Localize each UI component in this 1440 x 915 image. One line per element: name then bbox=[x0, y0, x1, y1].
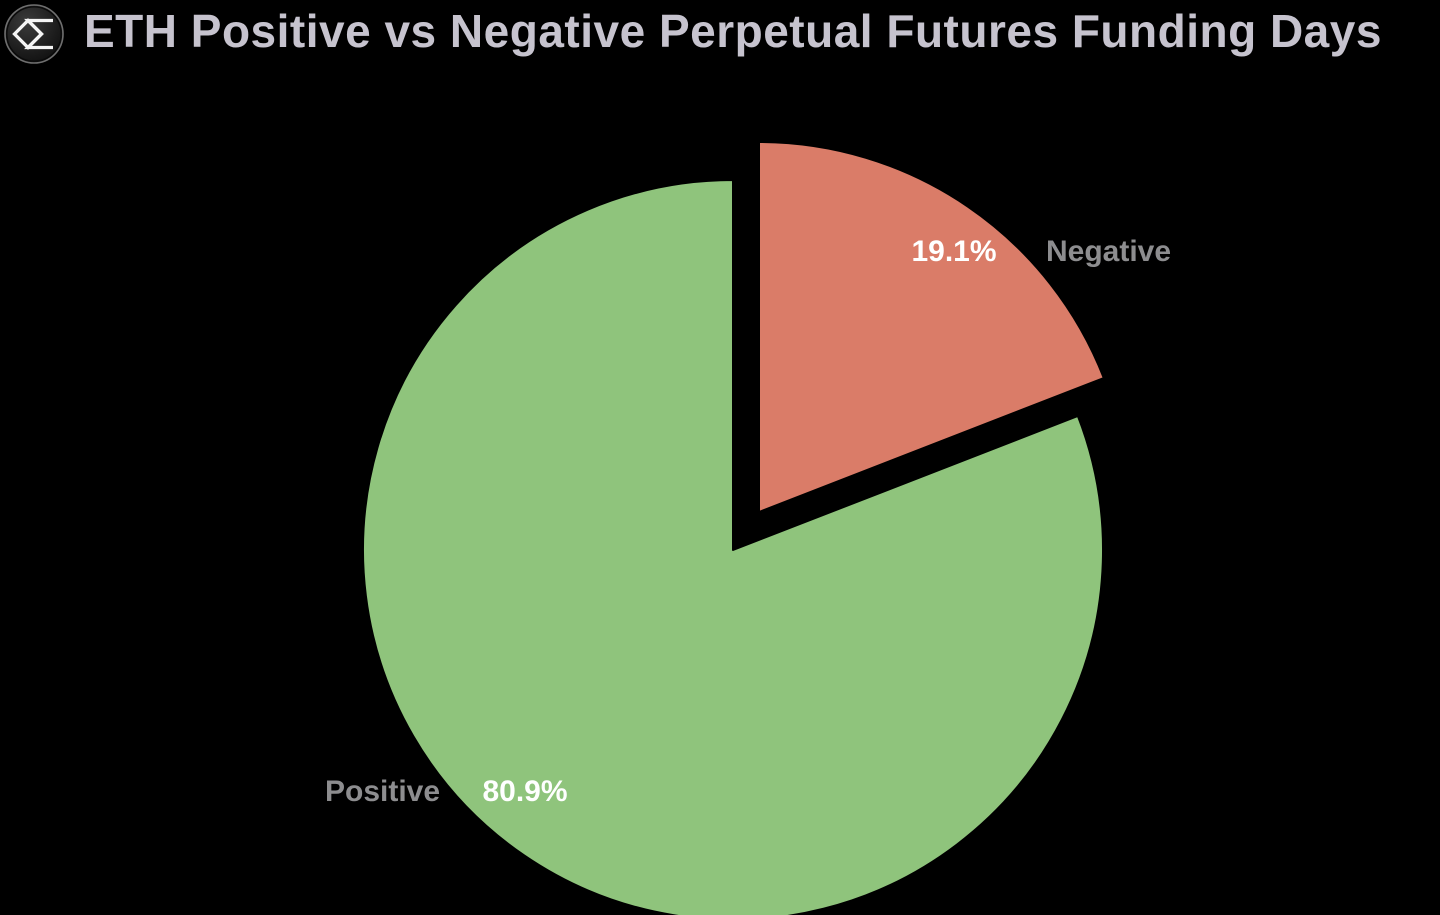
pie-slice-positive[interactable] bbox=[362, 179, 1104, 915]
sigma-logo-icon bbox=[4, 4, 64, 64]
pie-slices bbox=[362, 141, 1105, 915]
chart-header: ETH Positive vs Negative Perpetual Futur… bbox=[0, 0, 1440, 70]
pie-slice-negative[interactable] bbox=[758, 141, 1105, 513]
chart-title: ETH Positive vs Negative Perpetual Futur… bbox=[84, 5, 1382, 57]
